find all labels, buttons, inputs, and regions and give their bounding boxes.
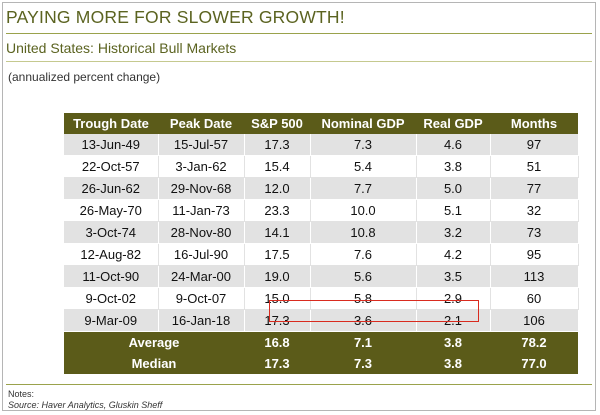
cell-real-gdp: 4.2	[416, 243, 491, 266]
cell-months: 106	[490, 309, 579, 332]
column-header-sp500: S&P 500	[244, 113, 310, 134]
cell-months: 97	[490, 134, 579, 156]
cell-real-gdp: 4.6	[416, 134, 491, 156]
cell-peak-date: 28-Nov-80	[158, 221, 245, 244]
cell-trough-date: 26-Jun-62	[64, 177, 159, 200]
cell-nominal-gdp: 5.4	[310, 155, 417, 178]
table-row: 3-Oct-74 28-Nov-80 14.1 10.8 3.2 73	[64, 221, 579, 244]
summary-sp500: 16.8	[244, 331, 310, 353]
summary-real-gdp: 3.8	[416, 353, 490, 374]
page-subtitle: United States: Historical Bull Markets	[6, 40, 237, 56]
summary-real-gdp: 3.8	[416, 331, 490, 353]
cell-real-gdp: 5.1	[416, 199, 491, 222]
column-header-months: Months	[490, 113, 578, 134]
cell-sp500: 17.3	[244, 309, 311, 332]
table-row: 9-Oct-02 9-Oct-07 15.0 5.8 2.9 60	[64, 287, 579, 310]
table-row-current-bull-market: 9-Mar-09 16-Jan-18 17.3 3.6 2.1 106	[64, 309, 579, 332]
summary-nominal-gdp: 7.1	[310, 331, 416, 353]
summary-label: Average	[64, 331, 244, 353]
units-note: (annualized percent change)	[8, 70, 161, 84]
cell-sp500: 14.1	[244, 221, 311, 244]
title-divider	[6, 33, 592, 34]
cell-sp500: 17.5	[244, 243, 311, 266]
cell-trough-date: 3-Oct-74	[64, 221, 159, 244]
cell-trough-date: 9-Mar-09	[64, 309, 159, 332]
cell-months: 32	[490, 199, 579, 222]
cell-nominal-gdp: 5.6	[310, 265, 417, 288]
cell-sp500: 17.3	[244, 134, 311, 156]
cell-peak-date: 3-Jan-62	[158, 155, 245, 178]
cell-nominal-gdp: 5.8	[310, 287, 417, 310]
cell-real-gdp: 2.1	[416, 309, 491, 332]
cell-months: 113	[490, 265, 579, 288]
cell-peak-date: 24-Mar-00	[158, 265, 245, 288]
cell-nominal-gdp: 7.3	[310, 134, 417, 156]
column-header-real-gdp: Real GDP	[416, 113, 490, 134]
summary-months: 78.2	[490, 331, 578, 353]
table-row: 26-Jun-62 29-Nov-68 12.0 7.7 5.0 77	[64, 177, 579, 200]
table-row: 11-Oct-90 24-Mar-00 19.0 5.6 3.5 113	[64, 265, 579, 288]
cell-peak-date: 9-Oct-07	[158, 287, 245, 310]
bull-markets-table: Trough Date Peak Date S&P 500 Nominal GD…	[64, 113, 579, 374]
summary-row-median: Median 17.3 7.3 3.8 77.0	[64, 353, 578, 374]
cell-real-gdp: 3.5	[416, 265, 491, 288]
cell-trough-date: 13-Jun-49	[64, 134, 159, 156]
column-header-peak-date: Peak Date	[158, 113, 244, 134]
summary-nominal-gdp: 7.3	[310, 353, 416, 374]
notes-label: Notes:	[8, 389, 35, 399]
cell-trough-date: 26-May-70	[64, 199, 159, 222]
cell-real-gdp: 3.2	[416, 221, 491, 244]
table-row: 26-May-70 11-Jan-73 23.3 10.0 5.1 32	[64, 199, 579, 222]
table-row: 22-Oct-57 3-Jan-62 15.4 5.4 3.8 51	[64, 155, 579, 178]
subtitle-divider	[6, 61, 592, 62]
cell-nominal-gdp: 7.6	[310, 243, 417, 266]
table-row: 13-Jun-49 15-Jul-57 17.3 7.3 4.6 97	[64, 134, 579, 156]
cell-real-gdp: 3.8	[416, 155, 491, 178]
cell-months: 95	[490, 243, 579, 266]
column-header-nominal-gdp: Nominal GDP	[310, 113, 416, 134]
summary-months: 77.0	[490, 353, 578, 374]
cell-peak-date: 29-Nov-68	[158, 177, 245, 200]
cell-months: 77	[490, 177, 579, 200]
cell-nominal-gdp: 3.6	[310, 309, 417, 332]
table-header-row: Trough Date Peak Date S&P 500 Nominal GD…	[64, 113, 578, 134]
cell-sp500: 12.0	[244, 177, 311, 200]
cell-nominal-gdp: 10.8	[310, 221, 417, 244]
summary-sp500: 17.3	[244, 353, 310, 374]
summary-row-average: Average 16.8 7.1 3.8 78.2	[64, 331, 578, 353]
cell-sp500: 15.4	[244, 155, 311, 178]
cell-peak-date: 11-Jan-73	[158, 199, 245, 222]
cell-trough-date: 12-Aug-82	[64, 243, 159, 266]
cell-sp500: 15.0	[244, 287, 311, 310]
cell-sp500: 19.0	[244, 265, 311, 288]
cell-sp500: 23.3	[244, 199, 311, 222]
cell-trough-date: 9-Oct-02	[64, 287, 159, 310]
cell-peak-date: 16-Jul-90	[158, 243, 245, 266]
footer-divider	[6, 384, 592, 385]
source-note: Source: Haver Analytics, Gluskin Sheff	[8, 400, 163, 410]
summary-label: Median	[64, 353, 244, 374]
cell-real-gdp: 5.0	[416, 177, 491, 200]
cell-real-gdp: 2.9	[416, 287, 491, 310]
cell-trough-date: 11-Oct-90	[64, 265, 159, 288]
cell-peak-date: 15-Jul-57	[158, 134, 245, 156]
page-title: PAYING MORE FOR SLOWER GROWTH!	[6, 7, 345, 27]
cell-months: 60	[490, 287, 579, 310]
cell-months: 51	[490, 155, 579, 178]
cell-months: 73	[490, 221, 579, 244]
table-row: 12-Aug-82 16-Jul-90 17.5 7.6 4.2 95	[64, 243, 579, 266]
cell-nominal-gdp: 7.7	[310, 177, 417, 200]
page-frame	[2, 2, 596, 411]
column-header-trough-date: Trough Date	[64, 113, 158, 134]
cell-trough-date: 22-Oct-57	[64, 155, 159, 178]
cell-peak-date: 16-Jan-18	[158, 309, 245, 332]
cell-nominal-gdp: 10.0	[310, 199, 417, 222]
